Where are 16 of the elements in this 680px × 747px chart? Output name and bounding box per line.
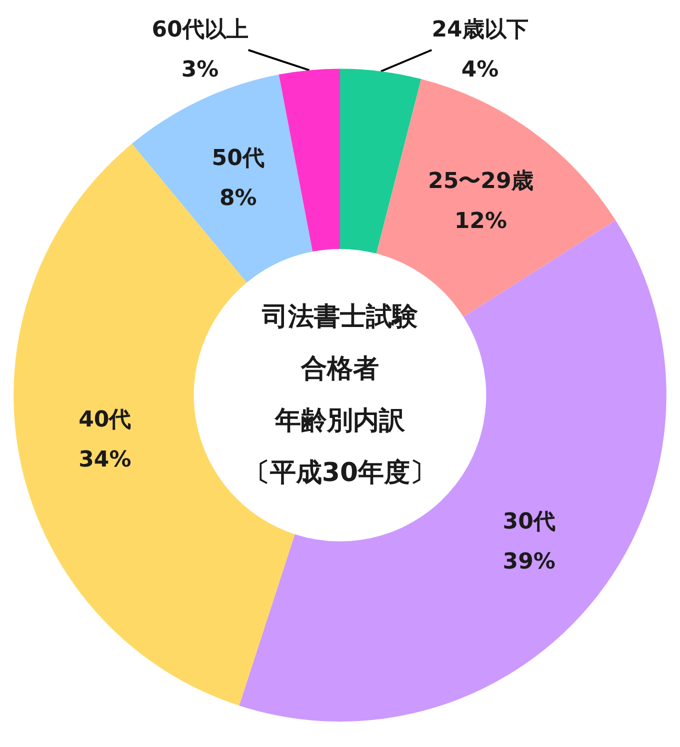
data-label: 34% bbox=[78, 448, 132, 473]
slice-label: 30代 bbox=[502, 509, 556, 534]
data-label: 4% bbox=[461, 58, 499, 82]
slice-label: 24歳以下 bbox=[432, 18, 528, 42]
text: 〔平成30年度〕 bbox=[244, 458, 436, 488]
data-label: 39% bbox=[502, 549, 556, 574]
data-label: 3% bbox=[181, 58, 219, 82]
slice-label: 60代以上 bbox=[152, 18, 248, 42]
text: 合格者 bbox=[300, 354, 379, 384]
text: 年齢別内訳 bbox=[274, 406, 406, 436]
slice-label: 50代 bbox=[212, 146, 264, 172]
text: 司法書士試験 bbox=[261, 302, 419, 332]
slice-label: 40代 bbox=[78, 408, 132, 433]
slice-label: 25〜29歳 bbox=[428, 169, 534, 194]
data-label: 12% bbox=[454, 209, 507, 234]
data-label: 8% bbox=[219, 186, 257, 212]
